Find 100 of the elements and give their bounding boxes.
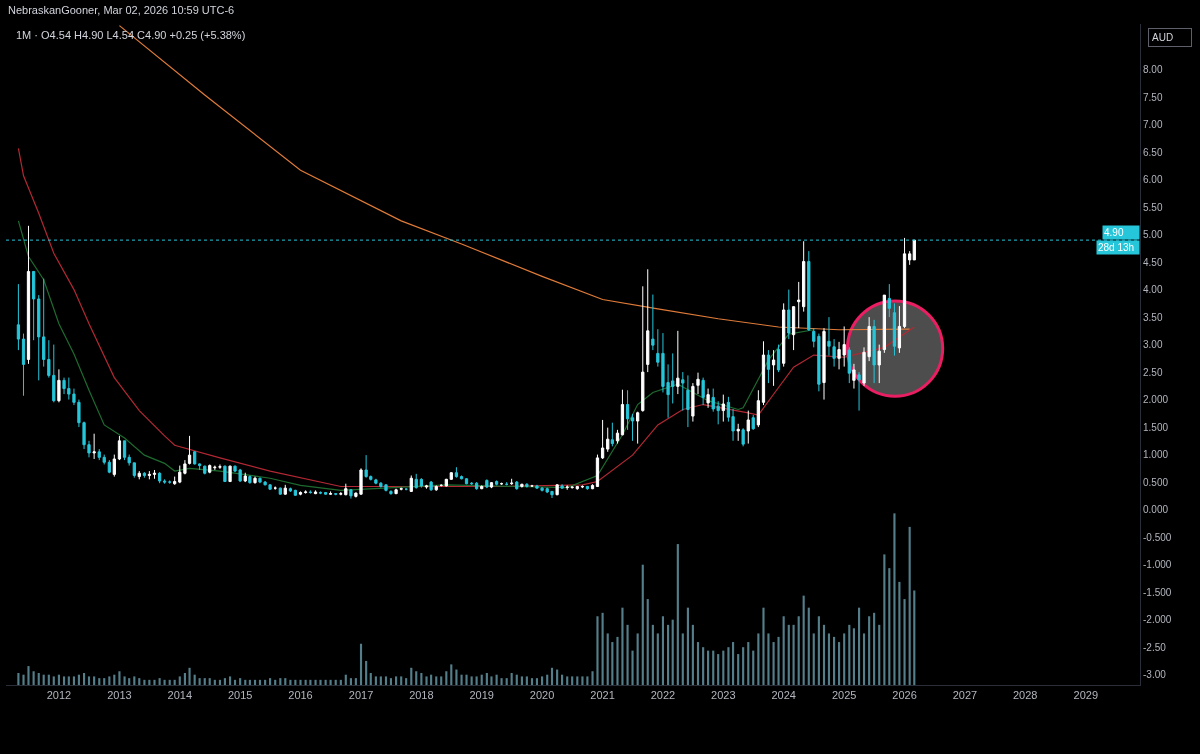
- bar: [138, 678, 141, 685]
- bar: [727, 647, 730, 685]
- candlestick: [424, 484, 429, 490]
- bar: [571, 676, 574, 685]
- line-series: [17, 220, 815, 491]
- bar: [445, 671, 448, 685]
- bar: [646, 599, 649, 685]
- bar: [400, 676, 403, 685]
- x-tick-label: 2020: [529, 689, 555, 702]
- bar: [586, 676, 589, 685]
- candlestick: [203, 465, 207, 475]
- candlestick: [313, 489, 318, 495]
- bar: [747, 642, 750, 685]
- candlestick: [283, 484, 287, 496]
- bar: [158, 678, 161, 685]
- x-tick-label: 2026: [892, 689, 917, 702]
- bar: [334, 679, 337, 685]
- bar: [817, 616, 820, 685]
- y-tick-label: 7.50: [1143, 91, 1163, 103]
- y-tick-label: 4.50: [1143, 256, 1163, 268]
- candlestick: [409, 474, 413, 493]
- candlestick: [585, 485, 590, 491]
- bar: [873, 612, 876, 685]
- candlestick: [223, 465, 227, 483]
- y-tick-label: 0.000: [1143, 504, 1169, 516]
- candlestick: [515, 480, 519, 491]
- candlestick: [620, 389, 625, 436]
- bar: [485, 672, 488, 685]
- candlestick: [474, 481, 479, 491]
- candlestick: [308, 489, 313, 495]
- candlestick: [595, 454, 600, 488]
- x-tick-label: 2019: [469, 689, 494, 702]
- y-tick-label: 2.000: [1143, 394, 1169, 406]
- bar: [304, 679, 307, 685]
- candlestick: [882, 294, 886, 354]
- bar: [671, 619, 674, 685]
- bar: [787, 624, 790, 685]
- candlestick: [429, 480, 433, 492]
- bar: [188, 667, 191, 685]
- candlestick: [414, 473, 418, 490]
- bar: [269, 678, 272, 685]
- bar: [857, 607, 861, 685]
- bar: [696, 642, 700, 685]
- bar: [470, 676, 473, 685]
- bar: [218, 679, 222, 685]
- bar: [862, 633, 866, 685]
- bar: [465, 674, 468, 685]
- bar: [314, 679, 317, 685]
- bar: [299, 679, 302, 685]
- candlestick: [485, 478, 489, 489]
- x-tick-label: 2021: [590, 689, 615, 702]
- bar: [601, 612, 604, 685]
- bar: [475, 676, 478, 685]
- bar: [98, 678, 101, 685]
- bar: [82, 672, 86, 685]
- candlestick: [26, 225, 31, 365]
- annotation: 28d 13h: [1098, 242, 1135, 253]
- bar: [500, 678, 503, 685]
- bar: [752, 650, 755, 685]
- bar: [365, 660, 368, 685]
- bar: [193, 674, 196, 685]
- bar: [37, 672, 40, 685]
- candlestick: [736, 423, 740, 442]
- candlestick: [21, 333, 26, 397]
- candlestick: [520, 483, 524, 487]
- bar: [731, 642, 735, 685]
- candlestick: [791, 305, 796, 351]
- x-tick-label: 2017: [348, 689, 374, 702]
- bar: [490, 676, 493, 685]
- candlestick: [646, 268, 650, 373]
- bar: [450, 664, 453, 685]
- bar: [691, 624, 694, 685]
- candlestick: [157, 471, 162, 484]
- candlestick: [912, 239, 916, 261]
- bar: [183, 672, 186, 685]
- x-tick-label: 2023: [711, 689, 736, 702]
- bar: [596, 616, 599, 685]
- candlestick: [802, 240, 806, 313]
- bar: [621, 607, 624, 685]
- y-tick-label: 4.00: [1143, 284, 1163, 296]
- bar: [203, 678, 206, 685]
- bar: [802, 595, 805, 685]
- y-tick-label: -0.500: [1143, 531, 1172, 543]
- candlestick: [464, 477, 469, 485]
- bar: [903, 599, 906, 685]
- x-tick-label: 2016: [288, 689, 313, 702]
- candlestick: [625, 389, 630, 431]
- bar: [148, 679, 151, 685]
- bar: [651, 624, 654, 685]
- candlestick: [389, 490, 393, 496]
- candlestick: [560, 483, 564, 490]
- bar: [369, 672, 372, 685]
- bar: [576, 676, 579, 685]
- bar: [636, 633, 639, 685]
- candlestick: [771, 349, 776, 387]
- bar: [827, 633, 831, 685]
- bar: [837, 642, 841, 685]
- bar: [379, 676, 382, 685]
- bar: [349, 678, 352, 685]
- candlestick: [606, 427, 610, 453]
